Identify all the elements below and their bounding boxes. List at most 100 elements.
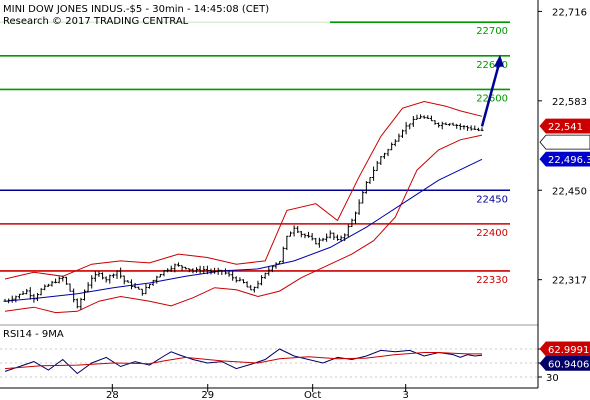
moving-average-tag-box	[539, 151, 590, 167]
price-bar	[202, 265, 206, 274]
price-bar	[216, 267, 220, 275]
price-bar	[126, 280, 130, 283]
price-bar	[28, 287, 32, 300]
price-bar	[173, 263, 177, 273]
price-bar	[10, 295, 14, 303]
price-bar	[205, 265, 209, 275]
price-bar	[455, 123, 459, 129]
price-bar	[7, 298, 11, 304]
chart-title: MINI DOW JONES INDUS.-$5 - 30min - 14:45…	[3, 4, 269, 15]
price-bar	[343, 233, 347, 242]
price-bar	[397, 133, 401, 142]
price-bar	[101, 272, 105, 280]
header-backdrop	[0, 0, 330, 27]
price-bar	[263, 272, 267, 279]
price-bar	[119, 267, 123, 279]
price-bar	[137, 286, 141, 290]
level-label-22450: 22450	[476, 194, 508, 205]
price-bar	[303, 233, 307, 239]
price-bar	[90, 275, 94, 289]
y-tick-label: 22,317	[552, 276, 587, 287]
price-bar	[480, 127, 484, 132]
price-bar	[393, 139, 397, 147]
x-tick-label: 3	[402, 390, 408, 400]
y-tick-label: 22,450	[552, 186, 587, 197]
rsi-value-tag: 60.9406	[539, 355, 590, 371]
price-bar	[451, 122, 455, 126]
price-bar	[429, 115, 433, 122]
price-bar	[227, 269, 231, 277]
price-bar	[129, 279, 133, 290]
price-bar	[346, 224, 350, 238]
price-bar	[328, 230, 332, 239]
price-bar	[17, 293, 21, 299]
price-bar	[267, 266, 271, 276]
level-label-22400: 22400	[476, 228, 508, 239]
price-bar	[231, 271, 235, 281]
price-bar	[335, 234, 339, 241]
price-bar	[191, 268, 195, 274]
price-bar	[108, 274, 112, 284]
price-bar	[466, 125, 470, 131]
price-bar	[86, 282, 90, 292]
price-bar	[375, 160, 379, 171]
rsi-ma-tag-box	[539, 341, 590, 357]
price-bars	[3, 114, 484, 311]
price-bar	[133, 282, 137, 289]
close-price-tag: 22,538	[539, 134, 590, 150]
bollinger-upper-line	[4, 100, 483, 280]
price-bar	[79, 297, 83, 311]
price-bar	[54, 278, 58, 284]
price-bar	[61, 275, 65, 282]
price-bar	[148, 283, 152, 289]
price-bar	[122, 275, 126, 285]
price-bar	[144, 284, 148, 295]
price-bar	[339, 235, 343, 242]
price-tags: 22,541 22,538 22,496.3 62.9991 60.9406	[539, 118, 590, 371]
price-bar	[444, 122, 448, 126]
moving-average-line	[4, 158, 483, 302]
price-bar	[104, 276, 108, 283]
price-bar	[25, 288, 29, 295]
price-bar	[223, 268, 227, 275]
moving-average-tag: 22,496.3	[539, 151, 590, 167]
x-tick-label: 29	[201, 390, 214, 400]
price-bar	[57, 276, 61, 284]
price-bar	[93, 270, 97, 282]
price-bar	[46, 283, 50, 287]
price-bar	[72, 288, 76, 303]
price-bar	[252, 286, 256, 293]
price-bar	[111, 273, 115, 279]
price-bar	[50, 280, 54, 287]
price-bar	[408, 123, 412, 130]
price-bar	[242, 279, 245, 284]
price-bar	[411, 116, 415, 127]
price-bar	[162, 270, 166, 277]
price-bar	[209, 268, 213, 275]
price-bar	[350, 218, 354, 228]
price-bar	[278, 260, 282, 265]
price-bar	[354, 211, 358, 224]
price-bar	[187, 268, 191, 273]
price-bar	[415, 114, 419, 120]
price-bar	[256, 280, 260, 289]
price-bar	[433, 120, 437, 125]
price-bar	[401, 129, 404, 138]
price-bar	[458, 123, 462, 131]
close-price-tag-box	[539, 134, 590, 150]
price-bar	[184, 266, 188, 270]
level-label-22330: 22330	[476, 275, 508, 286]
copyright-text: Research © 2017 TRADING CENTRAL	[3, 16, 189, 27]
price-bar	[158, 273, 162, 278]
price-bar	[32, 293, 36, 303]
price-bar	[473, 125, 477, 130]
level-label-22700: 22700	[476, 26, 508, 37]
price-bar	[180, 265, 184, 271]
rsi-ma-tag-label: 62.9991	[548, 345, 589, 356]
price-bar	[332, 232, 336, 240]
price-bar	[368, 176, 372, 184]
price-bar	[321, 237, 325, 242]
price-bar	[364, 181, 368, 194]
price-bar	[213, 267, 217, 274]
